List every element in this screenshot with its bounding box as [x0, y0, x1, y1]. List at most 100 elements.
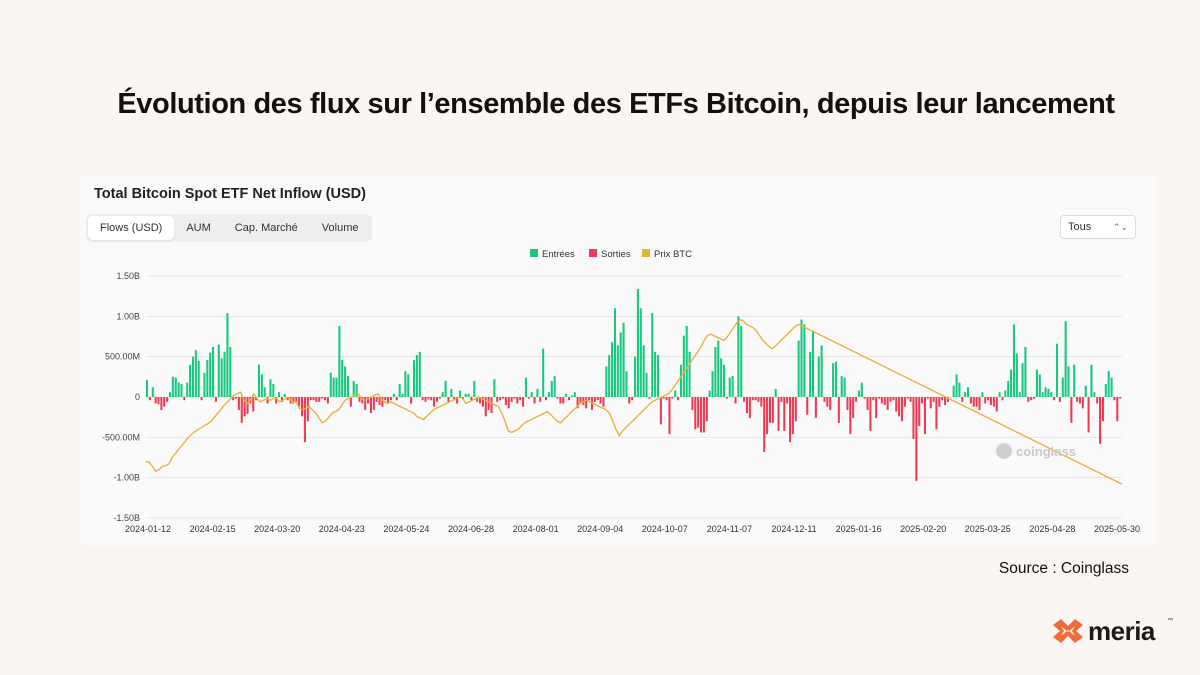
tab-flows[interactable]: Flows (USD)	[88, 216, 175, 240]
inflow-bar	[212, 346, 215, 397]
inflow-bar	[146, 380, 149, 397]
outflow-bar	[306, 397, 309, 422]
tab-volume[interactable]: Volume	[321, 222, 359, 234]
inflow-bar	[151, 387, 154, 397]
inflow-bar	[674, 390, 677, 397]
outflow-bar	[900, 397, 904, 422]
inflow-bar	[441, 392, 444, 397]
outflow-bar	[946, 397, 949, 402]
inflow-bar	[820, 345, 823, 397]
inflow-bar	[565, 393, 568, 397]
outflow-bar	[490, 397, 493, 414]
outflow-bar	[912, 397, 915, 439]
outflow-bar	[576, 397, 579, 409]
outflow-bar	[255, 397, 258, 401]
outflow-bar	[929, 397, 932, 409]
inflow-bar	[171, 376, 174, 397]
inflow-bar	[418, 351, 421, 397]
outflow-bar	[783, 397, 786, 431]
meria-logo: meria ™	[1050, 616, 1180, 648]
outflow-bar	[234, 397, 238, 399]
outflow-bar	[823, 397, 826, 402]
inflow-bar	[1084, 385, 1087, 397]
coinglass-watermark: coinglass	[1016, 444, 1076, 459]
outflow-bar	[1001, 397, 1004, 401]
outflow-bar	[814, 397, 817, 418]
inflow-bar	[1050, 392, 1053, 397]
outflow-bar	[852, 397, 855, 418]
inflow-bar	[981, 392, 984, 397]
outflow-bar	[1081, 397, 1084, 409]
outflow-bar	[1053, 397, 1056, 401]
outflow-bar	[410, 397, 413, 404]
outflow-bar	[883, 397, 886, 406]
outflow-bar	[648, 397, 651, 399]
inflow-bar	[203, 372, 206, 397]
inflow-bar	[834, 361, 838, 397]
y-tick-label: 0	[135, 392, 140, 402]
legend-swatch	[589, 249, 597, 257]
outflow-bar	[754, 397, 757, 401]
outflow-bar	[705, 397, 708, 422]
tab-aum[interactable]: AUM	[186, 222, 211, 234]
inflow-bar	[392, 393, 395, 397]
outflow-bar	[298, 397, 301, 407]
outflow-bar	[771, 397, 774, 423]
tab-market-cap[interactable]: Cap. Marché	[234, 222, 298, 234]
outflow-bar	[987, 397, 990, 401]
x-tick-label: 2024-04-23	[319, 524, 365, 534]
outflow-bar	[757, 397, 760, 402]
inflow-bar	[570, 395, 573, 397]
outflow-bar	[1076, 397, 1079, 402]
outflow-bar	[855, 397, 858, 402]
outflow-bar	[166, 397, 169, 402]
inflow-bar	[857, 390, 860, 397]
outflow-bar	[628, 397, 631, 404]
outflow-bar	[157, 397, 160, 405]
inflow-bar	[1012, 324, 1015, 397]
outflow-bar	[148, 397, 151, 401]
inflow-bar	[1018, 392, 1021, 397]
range-select[interactable]: Tous ⌃⌄	[1060, 215, 1136, 239]
outflow-bar	[995, 397, 998, 412]
outflow-bar	[915, 397, 918, 481]
outflow-bar	[562, 397, 565, 404]
outflow-bar	[872, 397, 875, 401]
x-tick-label: 2024-09-04	[577, 524, 623, 534]
outflow-bar	[745, 397, 749, 414]
inflow-bar	[1010, 369, 1013, 397]
inflow-bar	[860, 382, 863, 397]
outflow-bar	[826, 397, 829, 407]
inflow-bar	[450, 388, 453, 397]
outflow-bar	[1113, 397, 1116, 401]
outflow-bar	[585, 397, 588, 409]
outflow-bar	[702, 397, 705, 433]
inflow-bar	[260, 374, 263, 397]
inflow-bar	[412, 359, 416, 397]
outflow-bar	[837, 397, 840, 423]
outflow-bar	[593, 397, 596, 402]
inflow-bar	[1064, 321, 1067, 397]
outflow-bar	[240, 397, 243, 423]
inflow-bar	[645, 372, 648, 397]
outflow-bar	[567, 397, 571, 401]
outflow-bar	[1101, 397, 1104, 422]
outflow-bar	[869, 397, 872, 431]
y-tick-label: -500.00M	[102, 432, 140, 442]
inflow-bar	[728, 377, 731, 397]
inflow-bar	[464, 393, 467, 397]
inflow-bar	[341, 359, 344, 397]
inflow-bar	[679, 364, 682, 397]
outflow-bar	[323, 397, 327, 401]
inflow-bar	[964, 392, 967, 397]
outflow-bar	[384, 397, 387, 401]
outflow-bar	[232, 397, 235, 401]
outflow-bar	[829, 397, 832, 410]
inflow-bar	[1024, 346, 1027, 397]
inflow-bar	[998, 392, 1001, 397]
outflow-bar	[545, 397, 548, 401]
inflow-bar	[226, 313, 229, 397]
legend-swatch	[642, 249, 650, 257]
inflow-bar	[1067, 366, 1070, 397]
